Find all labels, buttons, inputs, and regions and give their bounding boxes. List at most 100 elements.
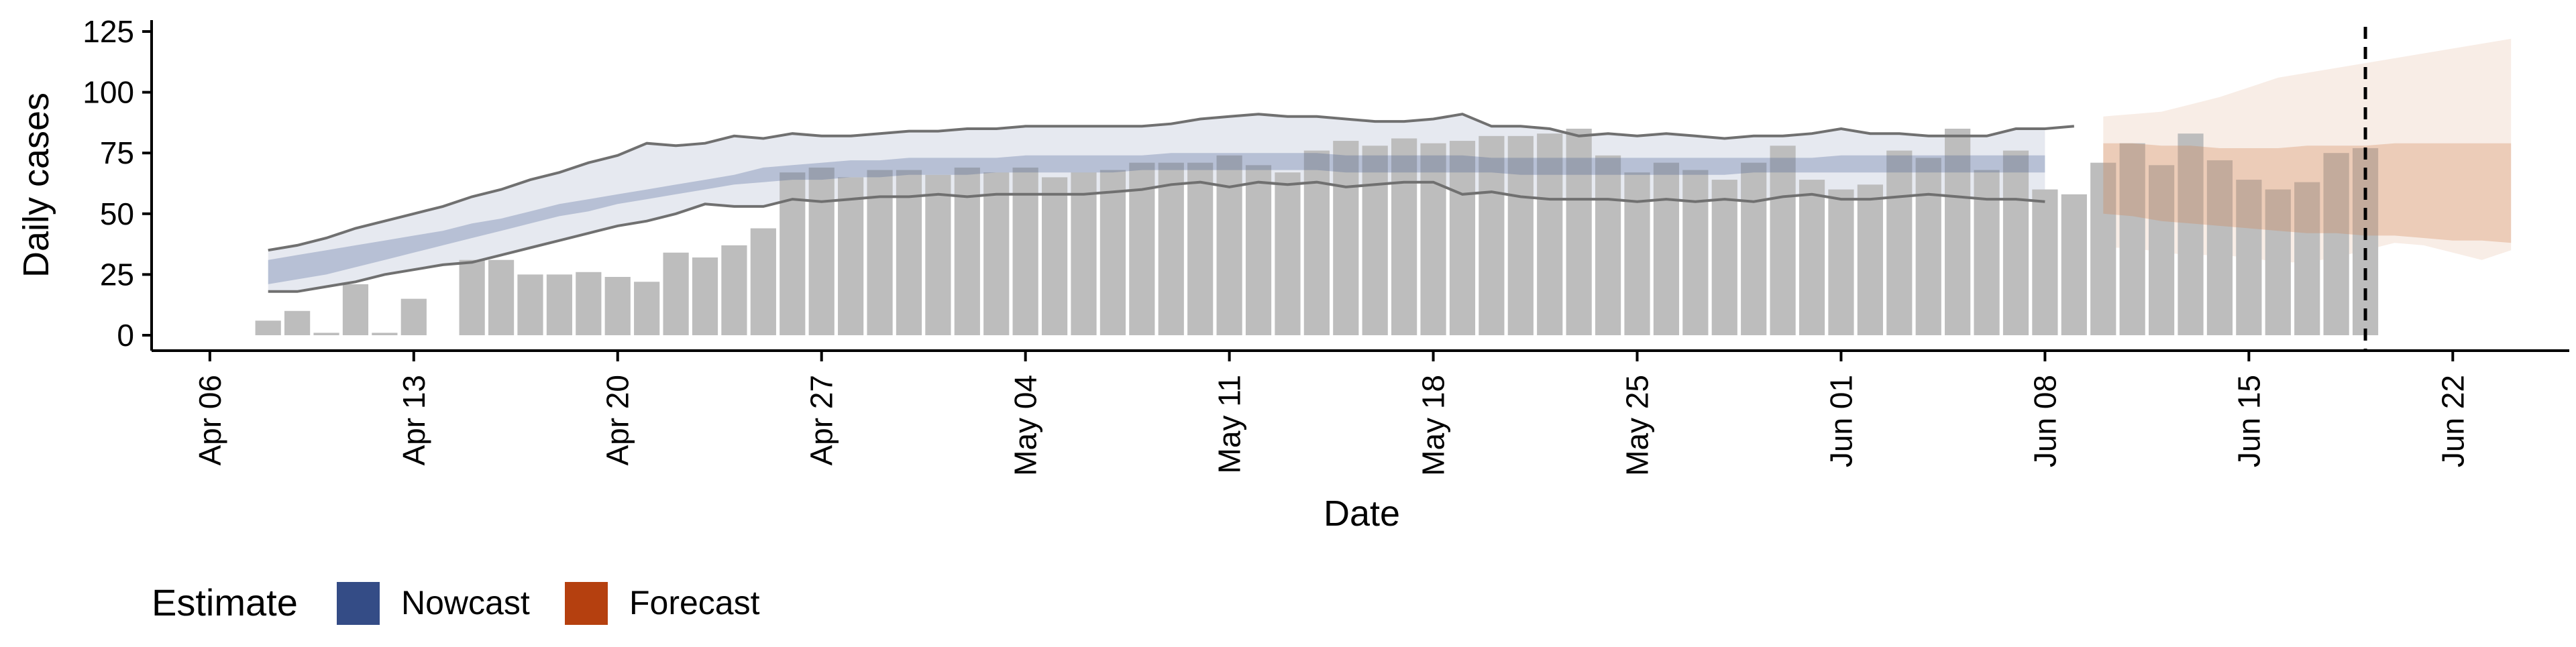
bars-group bbox=[255, 128, 2379, 336]
forecast-outer-band bbox=[2103, 38, 2512, 263]
forecast-outer-area bbox=[2103, 38, 2512, 263]
y-tick-label: 50 bbox=[100, 196, 134, 231]
case-bar bbox=[1362, 145, 1388, 335]
x-tick-label: May 11 bbox=[1212, 375, 1247, 473]
case-bar bbox=[1449, 141, 1476, 335]
case-bar bbox=[1741, 162, 1767, 336]
legend-title: Estimate bbox=[152, 581, 298, 624]
case-bar bbox=[576, 272, 602, 335]
x-axis-ticks: Apr 06 Apr 13 Apr 20 Apr 27 May 04 May 11 May … bbox=[193, 351, 2470, 476]
case-bar bbox=[983, 172, 1010, 335]
case-bar bbox=[488, 259, 515, 335]
case-bar bbox=[1275, 172, 1301, 335]
case-bar bbox=[2265, 189, 2291, 335]
case-bar bbox=[634, 282, 660, 335]
case-bar bbox=[1595, 155, 1621, 335]
x-tick-label: May 18 bbox=[1416, 375, 1451, 476]
case-bar bbox=[1012, 167, 1038, 335]
legend-swatch-forecast bbox=[565, 582, 608, 625]
y-tick-label: 125 bbox=[83, 14, 134, 49]
case-bar bbox=[1303, 150, 1330, 336]
case-bar bbox=[1799, 180, 1825, 335]
x-tick-label: Apr 27 bbox=[804, 375, 839, 466]
case-bar bbox=[1828, 189, 1854, 335]
case-bar bbox=[459, 259, 485, 335]
y-tick-label: 75 bbox=[100, 135, 134, 170]
case-bar bbox=[1187, 162, 1214, 336]
y-tick-label: 0 bbox=[117, 318, 134, 353]
case-bar bbox=[1682, 170, 1709, 335]
case-bar bbox=[517, 274, 543, 335]
case-bar bbox=[663, 252, 689, 335]
case-bar bbox=[372, 333, 398, 335]
forecast-inner-band bbox=[2103, 143, 2512, 243]
case-bar bbox=[1071, 172, 1097, 335]
case-bar bbox=[1624, 172, 1650, 335]
case-bar bbox=[1216, 155, 1242, 335]
x-tick-label: Apr 13 bbox=[396, 375, 431, 466]
case-bar bbox=[1333, 141, 1359, 335]
x-tick-label: Jun 08 bbox=[2027, 375, 2062, 467]
case-bar bbox=[2236, 180, 2262, 335]
case-bar bbox=[1537, 133, 1563, 335]
outer-band-lines bbox=[268, 113, 2074, 293]
case-bar bbox=[1479, 135, 1505, 335]
case-bar bbox=[1041, 177, 1068, 335]
legend-label-forecast: Forecast bbox=[629, 584, 760, 622]
x-axis-title: Date bbox=[1324, 493, 1400, 534]
case-bar bbox=[1974, 170, 2000, 335]
case-bar bbox=[255, 320, 281, 335]
x-tick-label: Apr 06 bbox=[193, 375, 227, 466]
case-bar bbox=[2206, 160, 2233, 335]
case-bar bbox=[750, 228, 776, 335]
case-bar bbox=[808, 167, 835, 335]
axes bbox=[150, 20, 2569, 352]
x-tick-label: Apr 20 bbox=[600, 375, 635, 466]
case-bar bbox=[867, 170, 893, 335]
y-tick-label: 100 bbox=[83, 75, 134, 110]
case-bar bbox=[1915, 158, 1941, 335]
case-bar bbox=[546, 274, 573, 335]
case-bar bbox=[838, 177, 864, 335]
case-bar bbox=[604, 277, 631, 335]
case-bar bbox=[1391, 138, 1417, 335]
case-bar bbox=[342, 284, 369, 335]
case-bar bbox=[2178, 133, 2204, 335]
case-bar bbox=[1566, 128, 1592, 335]
case-bar bbox=[1245, 165, 1272, 335]
case-bar bbox=[1770, 145, 1796, 335]
case-bar bbox=[954, 167, 980, 335]
y-tick-label: 25 bbox=[100, 257, 134, 292]
case-bar bbox=[2294, 182, 2320, 335]
case-bar bbox=[780, 172, 806, 335]
case-bar bbox=[1886, 150, 1913, 336]
case-bar bbox=[1857, 184, 1883, 335]
legend-label-nowcast: Nowcast bbox=[401, 584, 530, 622]
case-bar bbox=[313, 333, 339, 335]
case-bar bbox=[2090, 162, 2116, 336]
case-bar bbox=[2061, 194, 2087, 335]
x-tick-label: Jun 22 bbox=[2435, 375, 2470, 467]
x-tick-label: May 25 bbox=[1620, 375, 1655, 476]
case-bar bbox=[692, 257, 718, 335]
case-bar bbox=[1158, 162, 1184, 336]
case-bar bbox=[2119, 143, 2145, 336]
case-bar bbox=[2148, 165, 2175, 335]
case-bar bbox=[1507, 135, 1534, 335]
x-tick-label: Jun 01 bbox=[1824, 375, 1859, 467]
nowcast-inner-area bbox=[268, 153, 2045, 284]
case-bar bbox=[284, 310, 311, 335]
legend-swatch-nowcast bbox=[337, 582, 380, 625]
y-axis-ticks: 0 25 50 75 100 125 bbox=[83, 14, 152, 353]
forecast-inner-area bbox=[2103, 143, 2512, 243]
case-bar bbox=[400, 298, 427, 335]
y-axis-title: Daily cases bbox=[16, 93, 56, 278]
nowcast-inner-band bbox=[268, 153, 2045, 284]
legend: Estimate Nowcast Forecast bbox=[152, 581, 760, 625]
case-bar bbox=[2002, 150, 2029, 336]
case-bar bbox=[1945, 128, 1971, 335]
x-tick-label: Jun 15 bbox=[2231, 375, 2266, 467]
case-bar bbox=[2032, 189, 2058, 335]
